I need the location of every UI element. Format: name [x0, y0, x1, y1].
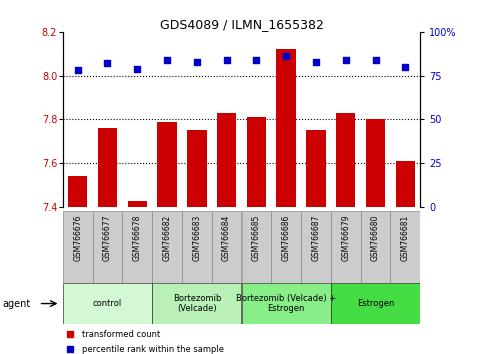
Point	[104, 61, 112, 66]
Text: GSM766678: GSM766678	[133, 214, 142, 261]
Text: GSM766686: GSM766686	[282, 214, 291, 261]
Text: Bortezomib (Velcade) +
Estrogen: Bortezomib (Velcade) + Estrogen	[236, 294, 336, 313]
Bar	[242, 283, 331, 324]
Bar	[187, 130, 207, 207]
Text: transformed count: transformed count	[83, 330, 161, 339]
Point	[312, 59, 320, 64]
Bar	[247, 117, 266, 207]
Bar	[217, 113, 236, 207]
Text: Estrogen: Estrogen	[357, 299, 394, 308]
Title: GDS4089 / ILMN_1655382: GDS4089 / ILMN_1655382	[159, 18, 324, 31]
Text: GSM766677: GSM766677	[103, 214, 112, 261]
Text: Bortezomib
(Velcade): Bortezomib (Velcade)	[172, 294, 221, 313]
Bar	[212, 211, 242, 283]
Text: control: control	[93, 299, 122, 308]
Text: GSM766682: GSM766682	[163, 214, 171, 261]
Text: GSM766684: GSM766684	[222, 214, 231, 261]
Bar	[331, 211, 361, 283]
Point	[342, 57, 350, 63]
Bar	[93, 211, 122, 283]
Bar	[276, 50, 296, 207]
Text: GSM766681: GSM766681	[401, 214, 410, 261]
Bar	[63, 211, 93, 283]
Point	[401, 64, 409, 70]
Bar	[331, 283, 420, 324]
Bar	[336, 113, 355, 207]
Text: GSM766687: GSM766687	[312, 214, 320, 261]
Bar	[390, 211, 420, 283]
Text: GSM766683: GSM766683	[192, 214, 201, 261]
Text: percentile rank within the sample: percentile rank within the sample	[83, 345, 225, 354]
Bar	[301, 211, 331, 283]
Bar	[63, 283, 152, 324]
Point	[372, 57, 380, 63]
Text: GSM766676: GSM766676	[73, 214, 82, 261]
Text: GSM766679: GSM766679	[341, 214, 350, 261]
Bar	[152, 283, 242, 324]
Text: agent: agent	[2, 298, 30, 309]
Bar	[98, 128, 117, 207]
Bar	[396, 161, 415, 207]
Bar	[128, 200, 147, 207]
Text: GSM766680: GSM766680	[371, 214, 380, 261]
Bar	[68, 176, 87, 207]
Point	[282, 53, 290, 59]
Point	[74, 68, 82, 73]
Point	[133, 66, 141, 72]
Point	[163, 57, 171, 63]
Bar	[122, 211, 152, 283]
Bar	[306, 130, 326, 207]
Bar	[361, 211, 390, 283]
Bar	[366, 120, 385, 207]
Bar	[271, 211, 301, 283]
Point	[253, 57, 260, 63]
Text: GSM766685: GSM766685	[252, 214, 261, 261]
Bar	[152, 211, 182, 283]
Point	[193, 59, 201, 64]
Bar	[182, 211, 212, 283]
Bar	[157, 122, 177, 207]
Bar	[242, 211, 271, 283]
Point	[223, 57, 230, 63]
